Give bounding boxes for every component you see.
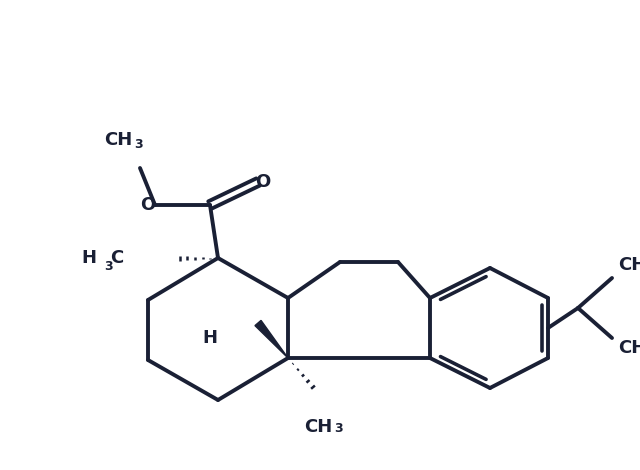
Text: H: H — [202, 329, 218, 347]
Text: 3: 3 — [104, 259, 113, 273]
Text: CH: CH — [618, 256, 640, 274]
Text: C: C — [110, 249, 124, 267]
Text: CH: CH — [618, 339, 640, 357]
Text: O: O — [140, 196, 156, 214]
Text: CH: CH — [104, 131, 132, 149]
Text: H: H — [81, 249, 96, 267]
Text: O: O — [255, 173, 270, 191]
Text: CH: CH — [304, 418, 332, 436]
Text: 3: 3 — [134, 139, 143, 151]
Polygon shape — [255, 321, 288, 358]
Text: 3: 3 — [334, 422, 342, 435]
